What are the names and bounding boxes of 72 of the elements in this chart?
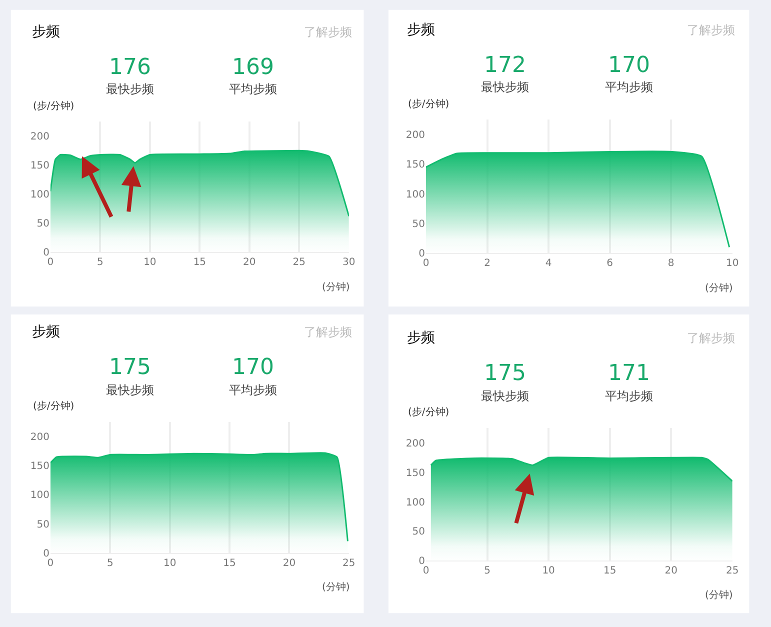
text: 了解步频 (304, 25, 352, 39)
x-tick-label: 6 (606, 258, 614, 270)
y-tick-label: 150 (30, 461, 50, 472)
text: 175 (109, 355, 151, 380)
text: 最快步频 (106, 383, 154, 397)
chart-title: 步频 (407, 330, 435, 346)
x-axis-title: (分钟) (322, 581, 350, 593)
x-tick-label: 20 (282, 558, 296, 569)
x-tick-label: 5 (97, 257, 104, 268)
text: 最快步频 (106, 82, 154, 96)
text: 169 (232, 55, 274, 80)
y-tick-label: 100 (30, 190, 50, 201)
y-tick-label: 200 (406, 438, 426, 450)
x-axis-title: (分钟) (322, 281, 350, 293)
text: 176 (109, 55, 151, 80)
x-tick-label: 10 (726, 258, 739, 270)
y-axis-title: (步/分钟) (408, 406, 450, 418)
x-tick-label: 10 (542, 566, 555, 577)
chart-title: 步频 (407, 22, 435, 38)
y-tick-label: 0 (43, 248, 50, 259)
text: 了解步频 (687, 23, 735, 37)
x-tick-label: 10 (163, 558, 176, 569)
y-axis-title: (步/分钟) (408, 98, 450, 110)
y-tick-label: 50 (412, 526, 426, 538)
x-tick-label: 20 (664, 566, 678, 577)
x-tick-label: 20 (243, 257, 256, 268)
y-tick-label: 50 (36, 519, 50, 530)
y-tick-label: 50 (412, 218, 426, 230)
y-tick-label: 50 (36, 218, 50, 230)
x-tick-label: 30 (342, 257, 356, 268)
y-tick-label: 0 (43, 548, 50, 560)
x-tick-label: 2 (484, 258, 490, 270)
y-tick-label: 100 (406, 189, 426, 200)
x-tick-label: 5 (106, 558, 114, 569)
chart-title: 步频 (32, 24, 60, 40)
y-tick-label: 200 (30, 132, 50, 143)
y-axis-title: (步/分钟) (33, 100, 74, 112)
x-tick-label: 25 (342, 558, 356, 569)
x-tick-label: 15 (223, 558, 236, 569)
x-tick-label: 5 (484, 566, 490, 577)
text: 了解步频 (687, 331, 735, 345)
x-tick-label: 10 (144, 257, 156, 268)
x-tick-label: 15 (193, 257, 206, 268)
x-tick-label: 8 (668, 258, 674, 270)
text: 平均步频 (229, 383, 277, 397)
chart-title: 步频 (32, 324, 60, 340)
text: 170 (608, 53, 650, 78)
text: 175 (484, 361, 526, 386)
y-tick-label: 0 (418, 248, 426, 260)
text: 平均步频 (605, 389, 653, 403)
x-tick-label: 4 (545, 258, 552, 270)
y-axis-title: (步/分钟) (33, 400, 74, 412)
y-tick-label: 150 (30, 160, 50, 172)
text: 最快步频 (481, 389, 529, 403)
x-tick-label: 25 (292, 257, 306, 268)
x-tick-label: 25 (726, 566, 739, 577)
x-axis-title: (分钟) (705, 589, 733, 601)
text: 172 (484, 53, 526, 78)
y-tick-label: 150 (406, 160, 426, 171)
text: 平均步频 (605, 80, 653, 94)
y-tick-label: 100 (30, 490, 50, 502)
y-tick-label: 100 (406, 497, 426, 508)
text: 最快步频 (481, 80, 529, 94)
text: 平均步频 (229, 82, 277, 96)
text: 了解步频 (304, 325, 352, 339)
x-tick-label: 15 (603, 566, 616, 577)
text: 171 (608, 361, 650, 386)
text: 170 (232, 355, 274, 380)
x-axis-title: (分钟) (705, 282, 733, 294)
y-tick-label: 150 (406, 468, 426, 479)
y-tick-label: 200 (30, 432, 50, 444)
y-tick-label: 200 (406, 130, 426, 141)
